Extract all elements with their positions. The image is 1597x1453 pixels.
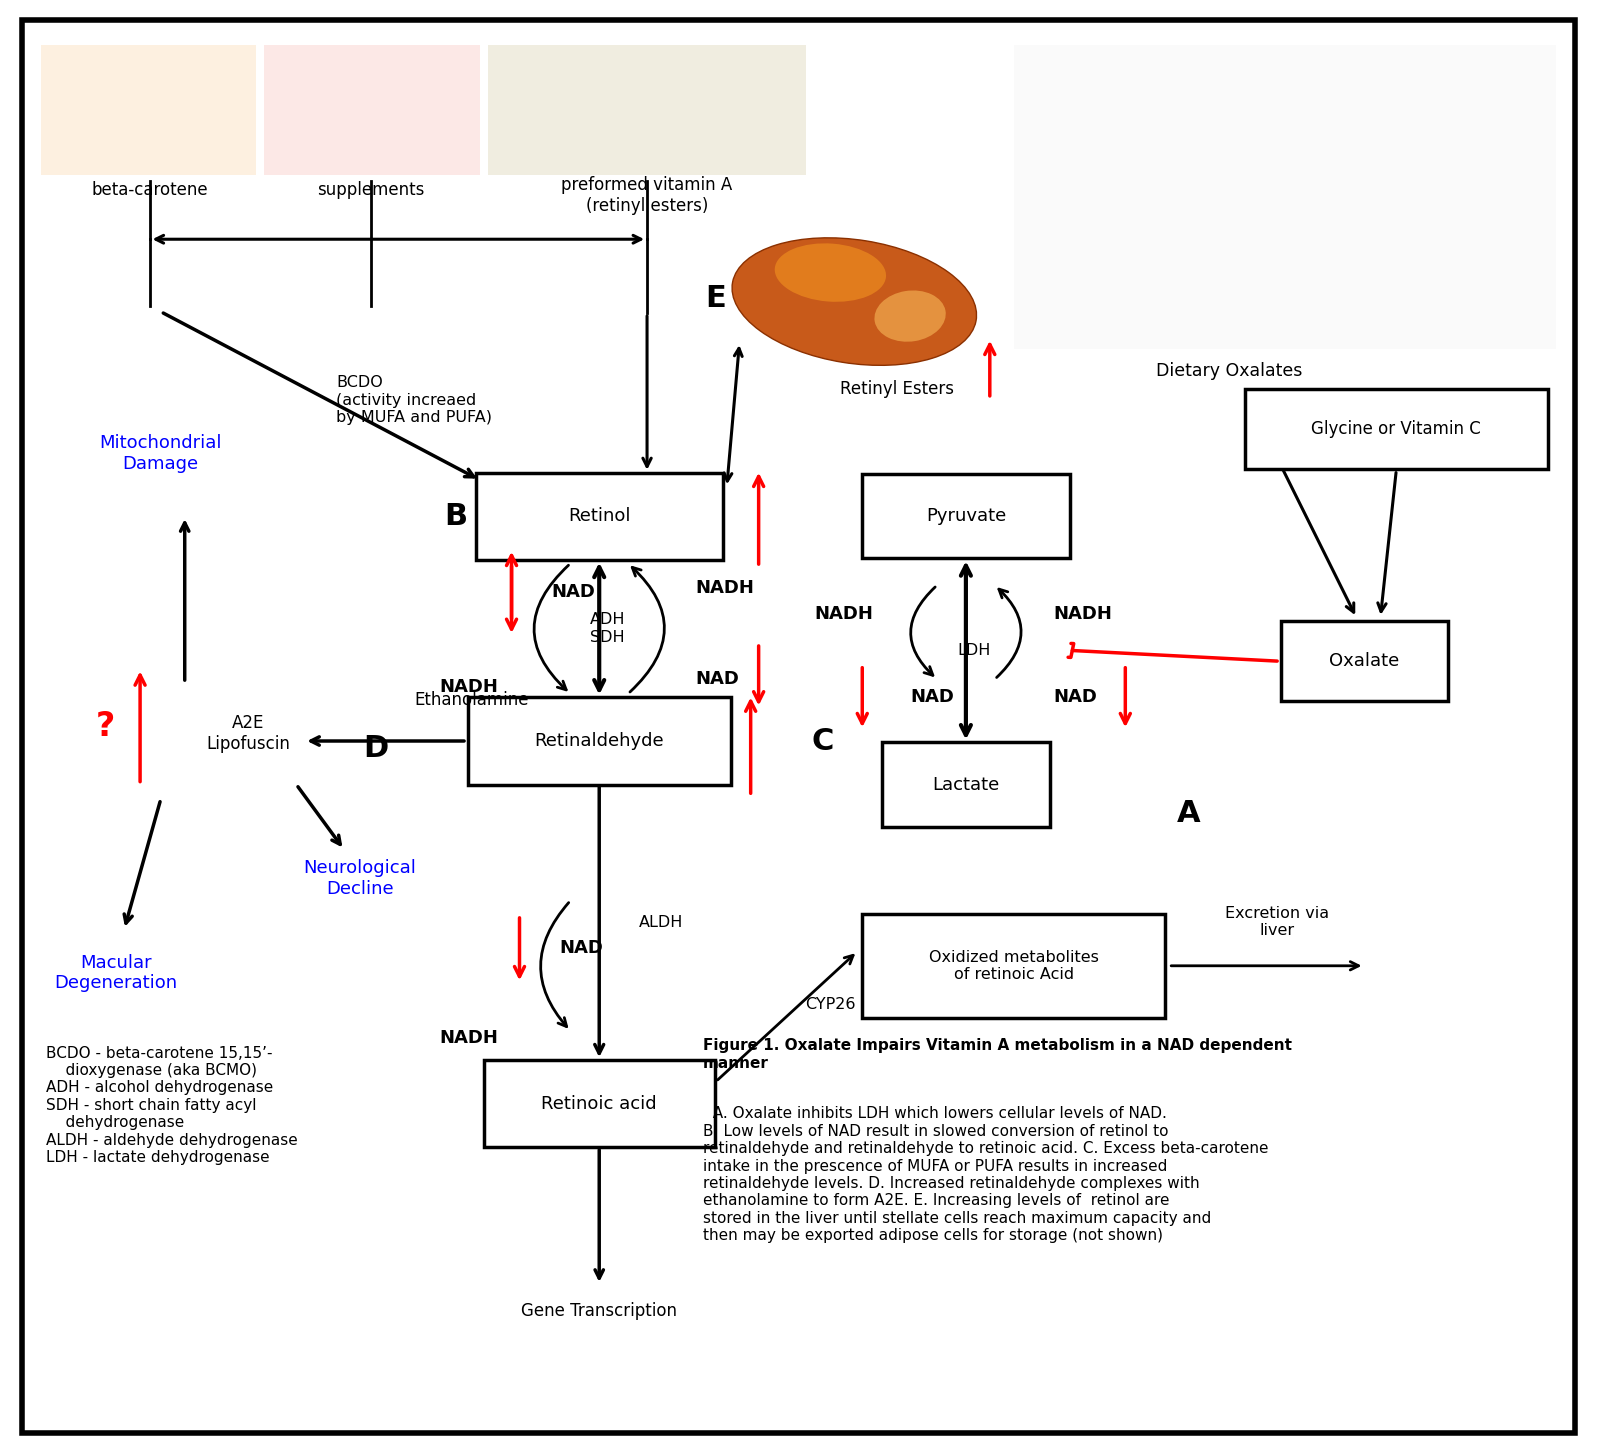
Text: Dietary Oxalates: Dietary Oxalates [1156, 362, 1302, 381]
Text: Excretion via
liver: Excretion via liver [1225, 907, 1329, 939]
Bar [1281, 622, 1448, 702]
Text: beta-carotene: beta-carotene [91, 182, 208, 199]
Text: preformed vitamin A
(retinyl esters): preformed vitamin A (retinyl esters) [562, 176, 733, 215]
Text: A. Oxalate inhibits LDH which lowers cellular levels of NAD.
B: Low levels of NA: A. Oxalate inhibits LDH which lowers cel… [703, 1106, 1268, 1244]
Text: Retinaldehyde: Retinaldehyde [535, 732, 664, 750]
Bar [862, 914, 1166, 1019]
Text: C: C [811, 726, 834, 756]
Text: Lactate: Lactate [933, 776, 1000, 793]
Text: ADH
SDH: ADH SDH [589, 612, 624, 645]
FancyBboxPatch shape [22, 20, 1575, 1433]
Text: Macular
Degeneration: Macular Degeneration [54, 953, 177, 992]
Text: NAD: NAD [695, 670, 739, 689]
Text: A2E
Lipofuscin: A2E Lipofuscin [206, 715, 291, 753]
Text: Oxidized metabolites
of retinoic Acid: Oxidized metabolites of retinoic Acid [929, 950, 1099, 982]
Text: D: D [364, 734, 388, 763]
Text: ALDH: ALDH [639, 915, 684, 930]
Text: Figure 1. Oxalate Impairs Vitamin A metabolism in a NAD dependent
manner: Figure 1. Oxalate Impairs Vitamin A meta… [703, 1039, 1292, 1071]
Text: NAD: NAD [1054, 687, 1097, 706]
Text: supplements: supplements [318, 182, 425, 199]
Text: NAD: NAD [910, 687, 953, 706]
Text: NAD: NAD [559, 940, 604, 958]
Text: NADH: NADH [1054, 604, 1113, 623]
Bar [1246, 389, 1547, 469]
Text: Neurological
Decline: Neurological Decline [303, 859, 417, 898]
Text: BCDO - beta-carotene 15,15’-
    dioxygenase (aka BCMO)
ADH - alcohol dehydrogen: BCDO - beta-carotene 15,15’- dioxygenase… [46, 1046, 297, 1165]
Text: Mitochondrial
Damage: Mitochondrial Damage [99, 434, 222, 474]
FancyBboxPatch shape [265, 45, 479, 176]
Text: CYP26: CYP26 [805, 997, 856, 1013]
Bar [476, 472, 723, 559]
Bar [862, 474, 1070, 558]
Text: NADH: NADH [695, 578, 754, 597]
Text: Pyruvate: Pyruvate [926, 507, 1006, 525]
Ellipse shape [875, 291, 945, 341]
Text: Ethanolamine: Ethanolamine [415, 692, 529, 709]
Text: BCDO
(activity increaed
by MUFA and PUFA): BCDO (activity increaed by MUFA and PUFA… [337, 375, 492, 426]
Text: Glycine or Vitamin C: Glycine or Vitamin C [1311, 420, 1480, 439]
Ellipse shape [775, 243, 886, 302]
FancyBboxPatch shape [487, 45, 806, 176]
Bar [882, 742, 1049, 827]
Text: LDH: LDH [957, 642, 990, 658]
Text: Gene Transcription: Gene Transcription [521, 1302, 677, 1319]
Ellipse shape [731, 238, 976, 365]
Text: Retinoic acid: Retinoic acid [541, 1094, 656, 1113]
Text: Retinyl Esters: Retinyl Esters [840, 379, 955, 398]
Text: A: A [1177, 799, 1201, 828]
Bar [468, 697, 731, 785]
Bar [484, 1061, 715, 1146]
Text: NADH: NADH [439, 677, 498, 696]
Text: NAD: NAD [551, 583, 596, 602]
Text: Retinol: Retinol [569, 507, 631, 525]
FancyBboxPatch shape [42, 45, 257, 176]
Text: NADH: NADH [814, 604, 874, 623]
FancyBboxPatch shape [1014, 45, 1555, 349]
Text: NADH: NADH [439, 1029, 498, 1048]
Text: ?: ? [96, 711, 115, 742]
Text: Oxalate: Oxalate [1329, 652, 1399, 670]
Text: B: B [444, 501, 468, 530]
Text: E: E [706, 285, 727, 314]
